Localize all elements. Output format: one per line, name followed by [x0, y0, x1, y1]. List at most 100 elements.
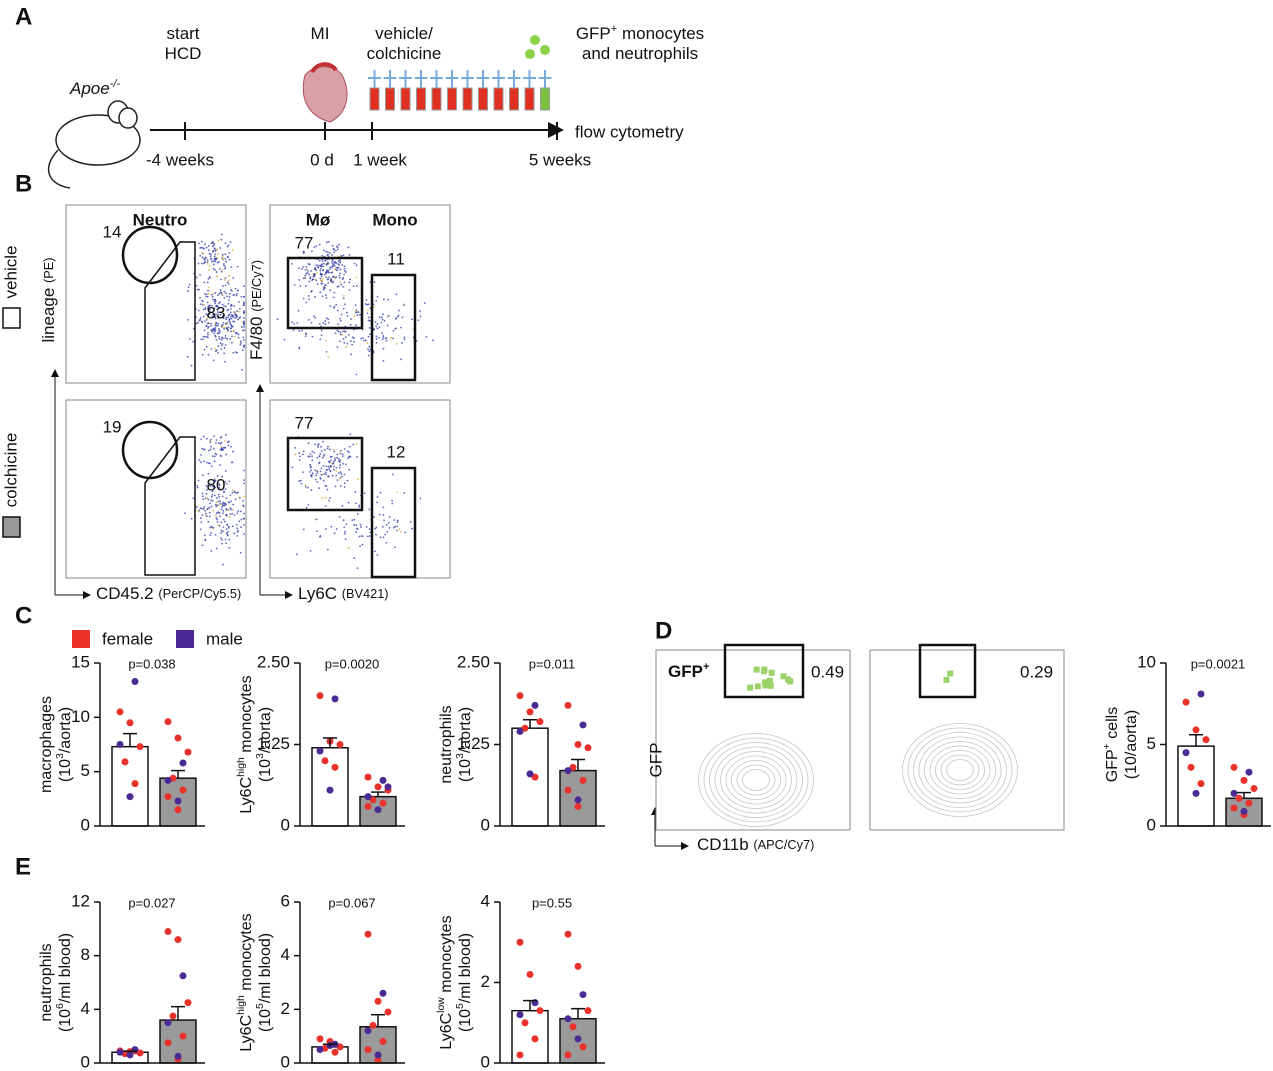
cell-dot: [221, 505, 224, 508]
cell-dot: [219, 301, 222, 304]
cell-dot: [217, 315, 219, 318]
cell-dot: [226, 295, 228, 298]
cell-dot: [374, 527, 377, 530]
cell-dot: [388, 516, 391, 518]
cell-dot: [243, 524, 245, 526]
cell-dot: [368, 350, 371, 353]
cell-dot: [200, 461, 202, 463]
bar: [511, 727, 549, 827]
cell-dot: [216, 324, 219, 327]
cell-dot: [331, 265, 334, 267]
cell-dot: [331, 271, 334, 274]
cell-dot: [220, 508, 223, 511]
cell-dot: [215, 439, 218, 441]
gate: [918, 643, 977, 699]
cell-dot: [210, 465, 213, 468]
cell-dot: [333, 532, 336, 535]
cell-dot: [330, 280, 332, 282]
cell-dot: [306, 486, 309, 489]
cell-dot: [223, 278, 226, 281]
label-part: neutrophils: [38, 943, 55, 1021]
data-point: [1192, 726, 1200, 734]
cell-dot: [343, 526, 346, 529]
gfp-event: [780, 673, 787, 680]
cell-dot: [319, 265, 322, 267]
cell-dot: [382, 334, 385, 337]
cell-dot: [327, 318, 330, 321]
cell-dot: [376, 295, 379, 298]
cell-dot: [239, 551, 242, 554]
cell-dot: [328, 271, 330, 274]
cell-dot: [199, 316, 202, 319]
cell-dot: [386, 324, 389, 327]
cell-dot: [339, 319, 342, 322]
cell-dot: [319, 272, 322, 275]
cell-dot: [243, 482, 245, 485]
gfp-event: [754, 683, 761, 690]
cell-dot: [298, 267, 300, 270]
contour: [736, 764, 776, 796]
data-point: [1230, 763, 1238, 771]
cell-dot: [375, 300, 378, 302]
label: Ly6C (BV421): [298, 584, 389, 603]
cell-dot: [227, 244, 230, 247]
cell-dot: [214, 300, 217, 303]
cell-dot: [220, 445, 223, 448]
y-tick-label: 5: [1147, 734, 1156, 753]
data-point: [516, 1011, 524, 1019]
cell-dot: [219, 443, 222, 445]
cell-dot: [211, 241, 214, 244]
cell-dot: [229, 315, 232, 318]
cell-dot: [214, 324, 217, 327]
cell-dot: [331, 259, 334, 261]
cell-dot: [324, 471, 327, 474]
cell-dot: [205, 345, 208, 348]
data-point: [536, 718, 544, 726]
cell-dot: [204, 293, 206, 295]
cell-dot: [195, 322, 198, 325]
cell-dot: [226, 330, 229, 333]
y-tick-label: 4: [281, 945, 290, 964]
cell-dot: [355, 531, 358, 533]
cell-dot: [317, 264, 319, 267]
cell-dot: [325, 271, 328, 273]
cell-dot: [331, 254, 333, 256]
cell-dot: [333, 448, 335, 451]
cell-dot: [241, 329, 244, 332]
cell-dot: [216, 261, 219, 264]
cell-dot: [242, 336, 245, 339]
cell-dot: [343, 486, 346, 488]
cell-dot: [401, 316, 404, 319]
label-minor: +: [611, 23, 617, 35]
cell-dot: [200, 507, 203, 510]
cell-dot: [333, 465, 335, 468]
cell-dot: [205, 246, 208, 249]
cell-dot: [320, 467, 323, 470]
cell-dot: [399, 530, 402, 533]
data-point: [579, 776, 587, 784]
cell-dot: [340, 313, 343, 316]
contour: [709, 742, 803, 818]
cell-dot: [300, 482, 303, 485]
cell-dot: [205, 325, 208, 328]
cell-dot: [348, 289, 351, 291]
cell-dot: [396, 525, 399, 528]
cell-dot: [215, 322, 218, 325]
cell-dot: [302, 453, 304, 456]
cell-dot: [217, 302, 220, 305]
label-part: Ly6C: [298, 584, 342, 603]
cell-dot: [391, 502, 394, 505]
cell-dot: [385, 524, 388, 526]
cell-dot: [325, 250, 327, 253]
cell-dot: [376, 501, 378, 504]
gfp-event: [753, 666, 760, 673]
cell-dot: [304, 484, 307, 487]
cell-dot: [212, 292, 215, 295]
cell-dot: [221, 542, 223, 545]
cell-dot: [220, 441, 223, 444]
cell-dot: [206, 281, 209, 284]
cell-dot: [216, 475, 219, 477]
contour: [698, 733, 814, 827]
cell-dot: [231, 509, 234, 511]
